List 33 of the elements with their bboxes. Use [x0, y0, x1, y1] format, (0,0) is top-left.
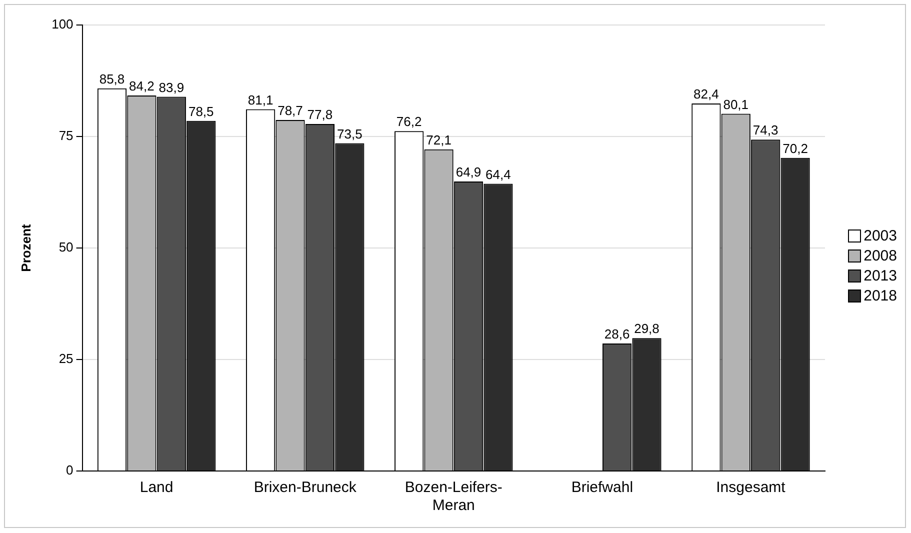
x-tick-label: Brixen-Bruneck: [254, 479, 357, 496]
data-label: 80,1: [723, 96, 749, 112]
x-tick-label: Insgesamt: [716, 479, 786, 496]
data-label: 81,1: [248, 92, 274, 108]
data-label: 72,1: [426, 132, 452, 148]
data-label: 78,5: [188, 104, 214, 119]
data-label: 74,3: [752, 122, 778, 138]
data-label: 29,8: [634, 321, 660, 336]
y-tick-label: 75: [58, 128, 74, 144]
data-label: 82,4: [694, 86, 719, 102]
data-label: 64,4: [486, 166, 511, 182]
data-label: 78,7: [278, 103, 303, 118]
y-tick-label: 0: [66, 462, 74, 478]
y-axis-title: Prozent: [18, 223, 34, 272]
legend-label: 2018: [864, 288, 897, 304]
data-label: 85,8: [99, 71, 125, 86]
legend-label: 2013: [864, 268, 897, 284]
text: 2003: [864, 228, 897, 244]
y-tick-label: 50: [58, 240, 74, 255]
x-tick-label: Briefwahl: [571, 479, 634, 496]
data-label: 70,2: [782, 140, 808, 156]
x-tick-label: Land: [140, 479, 174, 496]
data-label: 73,5: [337, 126, 362, 142]
y-tick-label: 100: [52, 16, 74, 32]
data-label: 28,6: [604, 326, 630, 342]
data-label: 77,8: [307, 107, 333, 122]
data-label: 84,2: [129, 78, 154, 94]
legend-label: 2008: [864, 248, 897, 264]
y-tick-label: 25: [58, 351, 74, 366]
data-label: 76,2: [396, 114, 422, 130]
data-label: 83,9: [158, 80, 184, 95]
x-tick-label: Bozen-Leifers-Meran: [404, 479, 502, 514]
data-label: 64,9: [456, 164, 482, 180]
